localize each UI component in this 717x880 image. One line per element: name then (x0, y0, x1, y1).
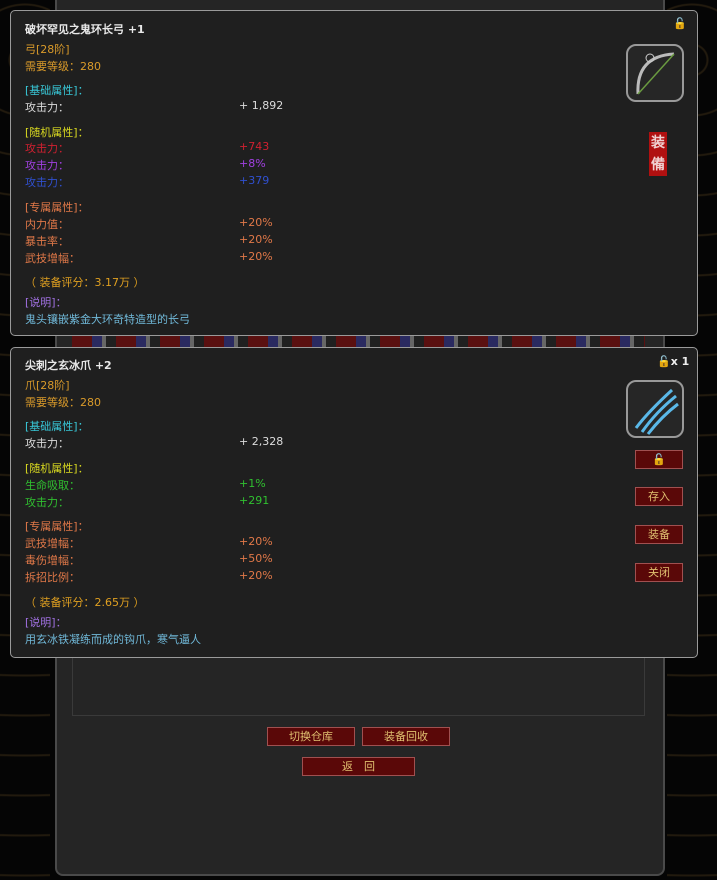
item-grid (72, 640, 645, 716)
item-tooltip-claw: 尖刺之玄冰爪 +2 🔓x 1 爪[28阶] 需要等级：280 [基础属性]： 攻… (10, 347, 698, 658)
stat-label: 攻击力： (25, 437, 69, 450)
item-count: x 1 (670, 355, 690, 368)
stat-label: 拆招比例： (25, 571, 80, 584)
claw-icon (626, 380, 684, 438)
stat-value: +20% (239, 569, 273, 582)
base-header: [基础属性]： (25, 420, 89, 433)
stat-value: +291 (239, 494, 270, 507)
exclusive-header: [专属属性]： (25, 201, 89, 214)
stat-label: 攻击力： (25, 142, 69, 155)
stat-value: +743 (239, 140, 270, 153)
enhance-level: +2 (94, 359, 112, 372)
exclusive-header: [专属属性]： (25, 520, 89, 533)
equipment-score: （ 装备评分：2.65万 ） (25, 596, 145, 609)
required-level: 需要等级：280 (25, 60, 101, 73)
stat-value: +20% (239, 250, 273, 263)
stat-value: +50% (239, 552, 273, 565)
store-button[interactable]: 存入 (635, 487, 683, 506)
item-name: 尖刺之玄冰爪 (25, 359, 91, 372)
stat-label: 生命吸取： (25, 479, 80, 492)
item-description: 用玄冰铁凝练而成的钩爪，寒气逼人 (25, 633, 201, 646)
stat-value: + 2,328 (239, 435, 284, 448)
unlock-icon[interactable]: 🔓 (657, 355, 671, 368)
random-header: [随机属性]： (25, 126, 89, 139)
stat-value: +20% (239, 216, 273, 229)
equipped-seal: 装備 (649, 132, 667, 176)
stat-label: 武技增幅： (25, 252, 80, 265)
desc-header: [说明]： (25, 616, 67, 629)
random-header: [随机属性]： (25, 462, 89, 475)
stat-label: 攻击力： (25, 176, 69, 189)
item-type: 弓[28阶] (25, 43, 70, 56)
stat-value: + 1,892 (239, 99, 284, 112)
stat-label: 暴击率： (25, 235, 69, 248)
desc-header: [说明]： (25, 296, 67, 309)
bow-icon (626, 44, 684, 102)
stat-value: +379 (239, 174, 270, 187)
stat-label: 武技增幅： (25, 537, 80, 550)
back-button[interactable]: 返 回 (302, 757, 415, 776)
base-header: [基础属性]： (25, 84, 89, 97)
item-name: 破坏罕见之鬼环长弓 (25, 23, 124, 36)
required-level: 需要等级：280 (25, 396, 101, 409)
stat-value: +1% (239, 477, 266, 490)
unlock-icon[interactable]: 🔓 (673, 17, 687, 30)
stat-label: 攻击力： (25, 101, 69, 114)
recycle-equipment-button[interactable]: 装备回收 (362, 727, 450, 746)
stat-value: +20% (239, 535, 273, 548)
stat-label: 内力值： (25, 218, 69, 231)
item-description: 鬼头镶嵌紫金大环奇特造型的长弓 (25, 313, 190, 326)
stat-value: +8% (239, 157, 266, 170)
close-button[interactable]: 关闭 (635, 563, 683, 582)
item-tooltip-bow: 破坏罕见之鬼环长弓 +1 🔓 弓[28阶] 需要等级：280 [基础属性]： 攻… (10, 10, 698, 336)
unlock-icon: 🔓 (652, 453, 666, 466)
stat-label: 毒伤增幅： (25, 554, 80, 567)
stat-label: 攻击力： (25, 159, 69, 172)
lock-button[interactable]: 🔓 (635, 450, 683, 469)
enhance-level: +1 (127, 23, 145, 36)
equipment-score: （ 装备评分：3.17万 ） (25, 276, 145, 289)
stat-label: 攻击力： (25, 496, 69, 509)
stat-value: +20% (239, 233, 273, 246)
equip-button[interactable]: 装备 (635, 525, 683, 544)
item-type: 爪[28阶] (25, 379, 70, 392)
switch-warehouse-button[interactable]: 切换仓库 (267, 727, 355, 746)
item-grid-strip (72, 336, 645, 347)
